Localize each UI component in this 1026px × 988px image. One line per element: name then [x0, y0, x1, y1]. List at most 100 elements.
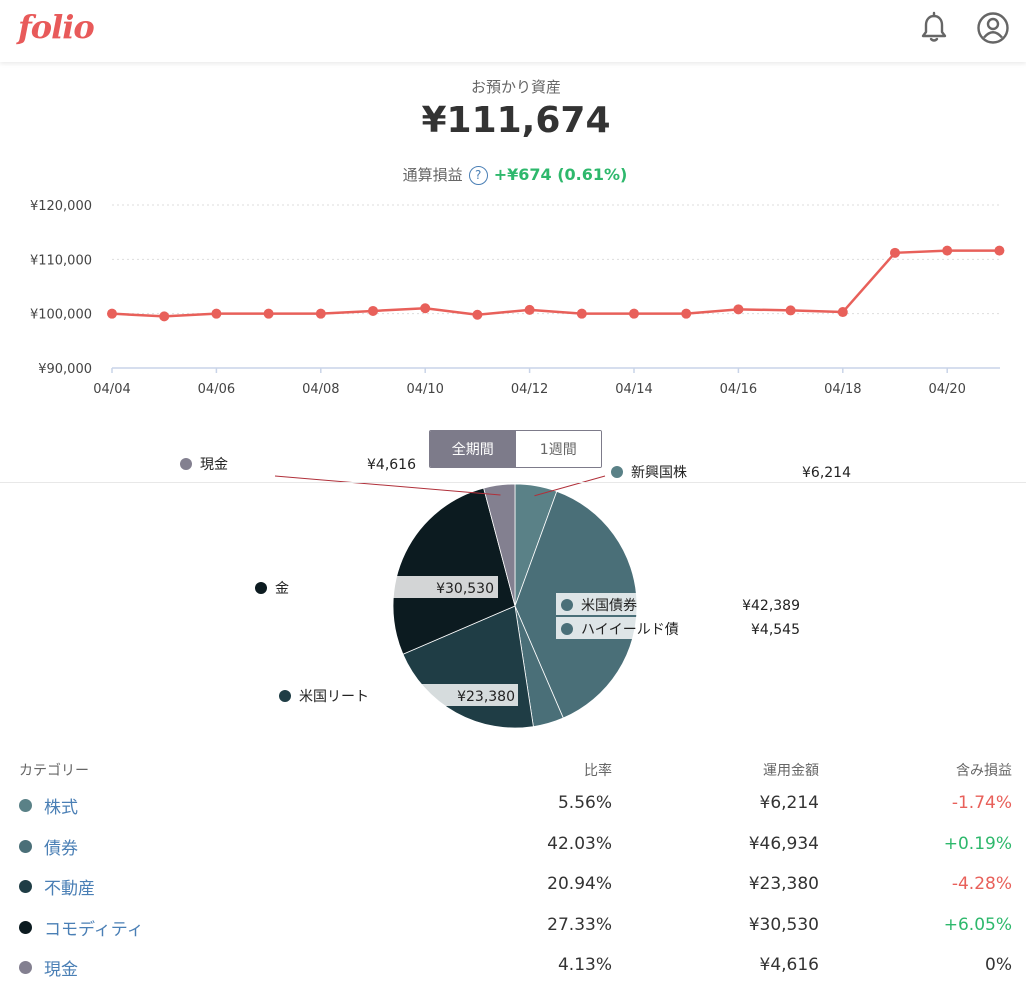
- data-point[interactable]: [629, 308, 639, 319]
- legend-dot: [611, 466, 623, 478]
- section-divider: [0, 482, 1026, 483]
- x-tick-label: 04/14: [615, 382, 652, 397]
- table-header: カテゴリー 比率 運用金額 含み損益: [0, 760, 1026, 780]
- toggle-all-period[interactable]: 全期間: [430, 431, 516, 467]
- toggle-one-week[interactable]: 1週間: [515, 431, 601, 467]
- ratio-value: 20.94%: [547, 874, 612, 894]
- pie-slice[interactable]: [483, 483, 516, 607]
- amount-value: ¥46,934: [748, 833, 819, 854]
- pl-value: +6.05%: [943, 914, 1012, 935]
- data-point[interactable]: [576, 308, 587, 319]
- total-assets-value: ¥111,674: [421, 100, 611, 141]
- total-pl-label: 通算損益: [402, 166, 463, 184]
- data-point[interactable]: [159, 311, 170, 322]
- label-leader-line: [534, 475, 606, 497]
- pie-slice[interactable]: [392, 487, 516, 655]
- total-pl-value: +¥674 (0.61%): [493, 165, 628, 184]
- data-point[interactable]: [681, 308, 692, 319]
- bell-icon[interactable]: [917, 11, 951, 45]
- header-ratio: 比率: [584, 763, 612, 779]
- amount-value: ¥23,380: [748, 874, 819, 894]
- header-pl: 含み損益: [956, 763, 1012, 779]
- x-tick-label: 04/18: [824, 382, 861, 397]
- ratio-value: 4.13%: [557, 955, 612, 975]
- data-point[interactable]: [472, 309, 483, 320]
- y-tick-label: ¥90,000: [38, 362, 92, 377]
- category-dot: [19, 961, 32, 974]
- pie-label: 金 ¥30,530: [250, 576, 498, 598]
- category-link[interactable]: 株式: [44, 798, 78, 818]
- category-link[interactable]: 債券: [44, 838, 78, 859]
- y-tick-label: ¥100,000: [30, 308, 92, 323]
- legend-dot: [180, 458, 192, 470]
- pie-label-name: ハイイールド債: [581, 622, 679, 638]
- data-point[interactable]: [420, 303, 431, 314]
- pie-label-name: 米国債券: [581, 598, 637, 614]
- data-point[interactable]: [368, 305, 378, 316]
- data-point[interactable]: [107, 308, 117, 319]
- help-icon[interactable]: ?: [468, 166, 488, 185]
- ratio-value: 5.56%: [557, 793, 612, 813]
- table-row[interactable]: 不動産 20.94% ¥23,380 -4.28%: [0, 872, 1026, 902]
- pie-label: ハイイールド債 ¥4,545: [556, 617, 800, 639]
- pie-label: 米国リート ¥23,380: [274, 684, 518, 706]
- total-pl-row: 通算損益? +¥674 (0.61%): [0, 164, 1026, 185]
- table-row[interactable]: 債券 42.03% ¥46,934 +0.19%: [0, 832, 1026, 862]
- pie-label-name: 現金: [200, 457, 228, 473]
- asset-history-line-chart: ¥90,000 ¥100,000 ¥110,000 ¥120,000 04/04 04/0…: [30, 199, 1005, 397]
- y-tick-label: ¥120,000: [30, 199, 92, 214]
- pl-value: -4.28%: [951, 874, 1012, 894]
- data-point[interactable]: [994, 245, 1005, 256]
- pl-value: 0%: [985, 955, 1012, 975]
- category-dot: [19, 799, 32, 812]
- data-point[interactable]: [315, 308, 326, 319]
- data-point[interactable]: [524, 304, 535, 315]
- data-point[interactable]: [785, 305, 796, 316]
- pie-label-name: 金: [275, 581, 289, 597]
- series-line: [111, 249, 1000, 318]
- ratio-value: 42.03%: [547, 833, 612, 854]
- pie-label: 新興国株 ¥6,214: [606, 460, 858, 482]
- pie-label: 現金 ¥4,616: [175, 452, 425, 474]
- amount-value: ¥6,214: [759, 793, 819, 813]
- amount-value: ¥4,616: [759, 955, 819, 975]
- total-assets-label: お預かり資産: [470, 78, 561, 96]
- x-tick-label: 04/08: [302, 382, 339, 397]
- period-toggle: 全期間 1週間: [429, 430, 602, 468]
- data-point[interactable]: [942, 245, 953, 256]
- folio-logo[interactable]: folio: [18, 8, 95, 46]
- allocation-pie-chart: 新興国株 ¥6,214 米国債券 ¥42,389 ハイイールド債 ¥4,545 米国リート ¥…: [175, 452, 858, 729]
- pl-value: +0.19%: [943, 833, 1012, 854]
- x-tick-label: 04/06: [198, 382, 235, 397]
- category-dot: [19, 839, 32, 853]
- data-point[interactable]: [263, 308, 274, 319]
- data-point[interactable]: [733, 304, 744, 315]
- legend-dot: [561, 599, 573, 611]
- data-point[interactable]: [837, 307, 848, 318]
- data-point[interactable]: [890, 247, 900, 258]
- category-link[interactable]: 現金: [44, 960, 78, 980]
- pie-label-value: ¥4,616: [367, 457, 416, 473]
- table-row[interactable]: コモディティ 27.33% ¥30,530 +6.05%: [0, 913, 1026, 943]
- x-tick-label: 04/10: [406, 382, 443, 397]
- user-circle-icon[interactable]: [976, 11, 1010, 45]
- table-row[interactable]: 現金 4.13% ¥4,616 0%: [0, 953, 1026, 983]
- pie-label-value: ¥6,214: [802, 465, 851, 481]
- category-link[interactable]: コモディティ: [44, 919, 144, 940]
- amount-value: ¥30,530: [748, 914, 819, 935]
- legend-dot: [561, 623, 573, 635]
- category-link[interactable]: 不動産: [44, 879, 95, 899]
- app-header: folio: [0, 0, 1026, 62]
- pie-label-name: 米国リート: [299, 689, 369, 705]
- y-tick-label: ¥110,000: [30, 253, 92, 268]
- x-tick-label: 04/04: [93, 382, 130, 397]
- pie-label-name: 新興国株: [631, 465, 687, 481]
- pie-label: 米国債券 ¥42,389: [556, 593, 800, 615]
- x-tick-label: 04/16: [720, 382, 757, 397]
- data-point[interactable]: [211, 308, 222, 319]
- legend-dot: [279, 690, 291, 702]
- category-dot: [19, 880, 32, 893]
- header-amount: 運用金額: [763, 763, 819, 779]
- table-row[interactable]: 株式 5.56% ¥6,214 -1.74%: [0, 791, 1026, 821]
- pie-label-value: ¥23,380: [457, 689, 515, 705]
